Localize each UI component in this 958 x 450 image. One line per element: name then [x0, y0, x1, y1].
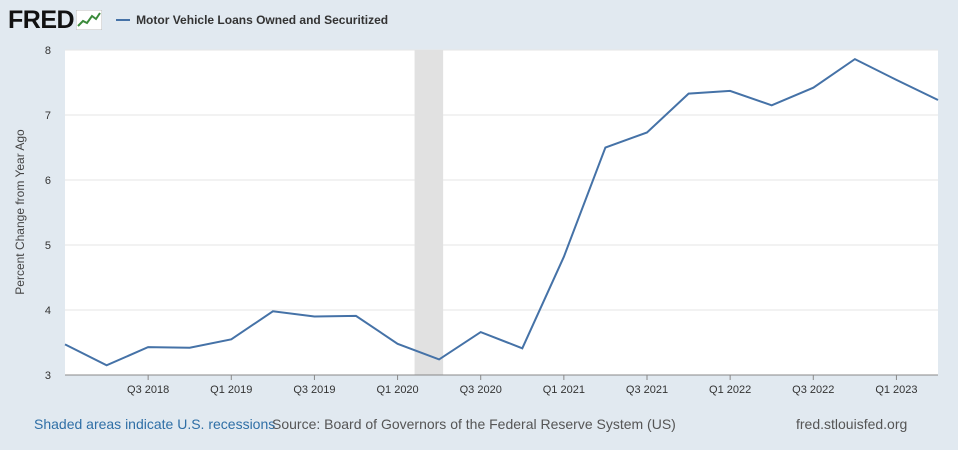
- data-point[interactable]: [519, 345, 525, 351]
- data-point[interactable]: [769, 102, 775, 108]
- source-text: Source: Board of Governors of the Federa…: [272, 416, 676, 432]
- data-point[interactable]: [395, 341, 401, 347]
- plot-area: [65, 50, 938, 375]
- data-point[interactable]: [228, 336, 234, 342]
- x-tick-label: Q1 2021: [543, 384, 585, 396]
- data-point[interactable]: [478, 329, 484, 335]
- y-tick-labels: 3 4 5 6 7 8: [45, 45, 51, 382]
- y-tick-label: 6: [45, 175, 51, 187]
- legend-swatch: [116, 19, 131, 21]
- fred-logo[interactable]: FRED: [8, 5, 75, 34]
- legend-label: Motor Vehicle Loans Owned and Securitize…: [136, 13, 389, 27]
- data-point[interactable]: [62, 341, 68, 347]
- data-point[interactable]: [935, 97, 941, 103]
- data-point[interactable]: [353, 313, 359, 319]
- y-tick-label: 8: [45, 45, 51, 57]
- x-tick-label: Q1 2022: [709, 384, 751, 396]
- chart-header: FRED Motor Vehicle Loans Owned and Secur…: [8, 6, 388, 34]
- y-tick-label: 4: [45, 305, 51, 317]
- legend[interactable]: Motor Vehicle Loans Owned and Securitize…: [116, 13, 388, 27]
- x-tick-label: Q3 2022: [792, 384, 834, 396]
- data-point[interactable]: [644, 130, 650, 136]
- x-tick-label: Q1 2020: [376, 384, 418, 396]
- data-point[interactable]: [727, 88, 733, 94]
- data-point[interactable]: [270, 308, 276, 314]
- recession-shade: [414, 50, 444, 375]
- data-point[interactable]: [311, 314, 317, 320]
- fred-logo-chart-icon: [76, 10, 103, 30]
- y-tick-label: 3: [45, 370, 51, 382]
- data-point[interactable]: [893, 77, 899, 83]
- data-point[interactable]: [104, 362, 110, 368]
- x-tick-label: Q3 2019: [293, 384, 335, 396]
- x-tick-label: Q3 2020: [460, 384, 502, 396]
- gridlines: [65, 49, 938, 311]
- data-point[interactable]: [602, 145, 608, 151]
- x-tick-label: Q1 2019: [210, 384, 252, 396]
- series-line[interactable]: [64, 57, 939, 367]
- data-point[interactable]: [187, 345, 193, 351]
- data-point[interactable]: [145, 344, 151, 350]
- data-point[interactable]: [561, 254, 567, 260]
- data-point[interactable]: [810, 85, 816, 91]
- data-point[interactable]: [436, 356, 442, 362]
- fred-url[interactable]: fred.stlouisfed.org: [796, 416, 908, 432]
- y-axis-label: Percent Change from Year Ago: [13, 129, 27, 295]
- y-tick-label: 7: [45, 110, 51, 122]
- x-tick-labels: Q3 2018 Q1 2019 Q3 2019 Q1 2020 Q3 2020 Q1 20…: [65, 374, 938, 396]
- data-point[interactable]: [686, 91, 692, 97]
- recession-note-link[interactable]: Shaded areas indicate U.S. recessions: [34, 416, 276, 432]
- x-tick-label: Q3 2018: [127, 384, 169, 396]
- data-point[interactable]: [852, 56, 858, 62]
- y-tick-label: 5: [45, 240, 51, 252]
- x-tick-label: Q3 2021: [626, 384, 668, 396]
- x-tick-label: Q1 2023: [875, 384, 917, 396]
